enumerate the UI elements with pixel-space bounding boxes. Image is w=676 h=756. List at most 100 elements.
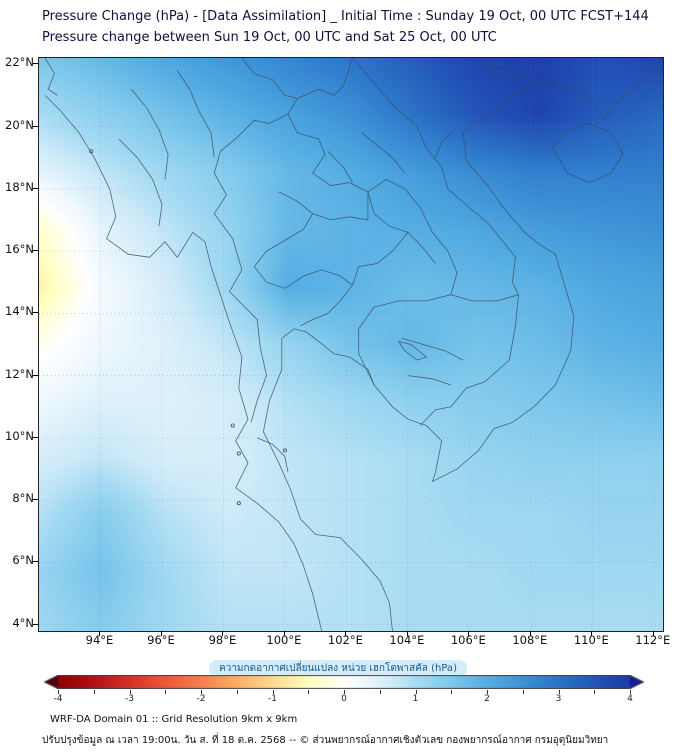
- colorbar-minor-tick: [165, 690, 167, 694]
- lon-tick-label: 98°E: [208, 633, 237, 647]
- lon-tick-mark: [529, 631, 531, 636]
- lon-tick-label: 110°E: [573, 633, 609, 647]
- lat-tick-label: 10°N: [5, 428, 34, 443]
- lat-tick-mark: [33, 187, 38, 189]
- island-outline: [236, 501, 241, 506]
- colorbar-minor-tick: [558, 690, 560, 694]
- lon-tick-mark: [591, 631, 593, 636]
- lon-tick-mark: [652, 631, 654, 636]
- colorbar-tick-label: 4: [627, 694, 633, 704]
- island-outline: [236, 451, 241, 456]
- map-frame: [38, 57, 664, 632]
- lat-tick-label: 12°N: [5, 366, 34, 381]
- colorbar-minor-tick: [415, 690, 417, 694]
- island-outline: [230, 423, 235, 428]
- province-th-isan-1: [367, 191, 436, 264]
- colorbar-minor-tick: [308, 690, 310, 694]
- lat-tick-label: 16°N: [5, 242, 34, 257]
- province-th-north-2: [312, 191, 369, 221]
- colorbar-tick-label: 2: [484, 694, 490, 704]
- footer-credit: ปรับปรุงข้อมูล ณ เวลา 19:00น. วัน ส. ที่…: [42, 735, 609, 746]
- lat-tick-mark: [33, 623, 38, 625]
- lat-tick-mark: [33, 499, 38, 501]
- border-laos-vietnam: [352, 58, 519, 295]
- map-boundaries-overlay: [39, 58, 663, 631]
- lon-tick-mark: [283, 631, 285, 636]
- colorbar-minor-tick: [58, 690, 59, 694]
- colorbar-label-row: ความกดอากาศเปลี่ยนแปลง หน่วย เฮกโตพาสคัล…: [0, 656, 676, 677]
- province-myanmar-2: [130, 88, 169, 180]
- province-laos-2: [361, 132, 406, 174]
- colorbar-minor-tick: [236, 690, 238, 694]
- colorbar-minor-tick: [594, 690, 596, 694]
- lat-tick-mark: [33, 125, 38, 127]
- colorbar-tick-label: 3: [555, 694, 562, 704]
- colorbar-title: ความกดอากาศเปลี่ยนแปลง หน่วย เฮกโตพาสคัล…: [209, 660, 467, 677]
- colorbar-minor-tick: [379, 690, 381, 694]
- lat-tick-mark: [33, 374, 38, 376]
- lon-tick-label: 102°E: [327, 633, 363, 647]
- lon-tick-label: 100°E: [266, 633, 302, 647]
- coast-hainan: [551, 122, 624, 184]
- lon-tick-label: 112°E: [635, 633, 671, 647]
- colorbar-tick-label: 1: [412, 694, 419, 704]
- province-myanmar-3: [118, 138, 163, 227]
- province-th-north-1: [278, 191, 314, 239]
- lon-tick-mark: [406, 631, 408, 636]
- lon-tick-mark: [160, 631, 162, 636]
- colorbar-minor-tick: [93, 690, 95, 694]
- coast-myanmar-peninsula: [44, 95, 323, 631]
- province-th-isan-2: [352, 232, 409, 286]
- lat-tick-label: 14°N: [5, 304, 34, 319]
- lat-tick-mark: [33, 250, 38, 252]
- colorbar-minor-tick: [272, 690, 274, 694]
- province-cambodia-1: [401, 337, 464, 361]
- colorbar-minor-tick: [201, 690, 202, 694]
- lon-tick-mark: [99, 631, 101, 636]
- province-th-central: [284, 269, 353, 289]
- province-th-west: [253, 238, 289, 289]
- lat-tick-mark: [33, 436, 38, 438]
- figure-title-line2: Pressure change between Sun 19 Oct, 00 U…: [42, 30, 497, 45]
- lon-tick-label: 108°E: [512, 633, 548, 647]
- border-cambodia-laos-vietnam: [419, 294, 519, 426]
- lon-tick-label: 106°E: [450, 633, 486, 647]
- lat-tick-mark: [33, 63, 38, 65]
- colorbar-minor-tick: [344, 690, 345, 694]
- colorbar-gradient: [44, 675, 644, 689]
- lat-tick-label: 22°N: [5, 55, 34, 70]
- province-laos-1: [327, 151, 353, 183]
- colorbar-minor-tick: [487, 690, 488, 694]
- colorbar-tick-label: -4: [53, 694, 63, 704]
- colorbar-minor-tick: [630, 690, 631, 694]
- figure-title-line1: Pressure Change (hPa) - [Data Assimilati…: [42, 9, 649, 24]
- lon-tick-mark: [468, 631, 470, 636]
- province-th-east: [300, 285, 353, 327]
- lat-tick-label: 4°N: [12, 615, 34, 630]
- lon-tick-mark: [345, 631, 347, 636]
- lat-tick-mark: [33, 561, 38, 563]
- lat-tick-label: 18°N: [5, 179, 34, 194]
- province-vietnam-1: [435, 129, 455, 158]
- pressure-field-canvas: [39, 58, 663, 631]
- colorbar-minor-tick: [129, 690, 131, 694]
- lat-tick-mark: [33, 312, 38, 314]
- lon-tick-label: 94°E: [85, 633, 114, 647]
- lon-tick-mark: [222, 631, 224, 636]
- province-cambodia-2: [407, 375, 452, 386]
- lake-tonle-sap: [398, 341, 428, 361]
- colorbar-minor-tick: [451, 690, 453, 694]
- border-thailand-cambodia: [358, 294, 451, 386]
- border-myanmar-thailand: [213, 113, 289, 423]
- border-bangladesh-myanmar: [44, 58, 58, 96]
- island-outline: [282, 448, 287, 453]
- footer-domain-info: WRF-DA Domain 01 :: Grid Resolution 9km …: [50, 714, 298, 725]
- coast-gulf-vietnam-tonkin: [262, 70, 663, 631]
- colorbar-tick-label: 0: [341, 694, 347, 704]
- lon-tick-label: 104°E: [389, 633, 425, 647]
- lat-tick-label: 6°N: [12, 553, 34, 568]
- lat-tick-label: 20°N: [5, 117, 34, 132]
- colorbar-tick-label: -3: [125, 694, 134, 704]
- colorbar-tick-label: -2: [196, 694, 206, 704]
